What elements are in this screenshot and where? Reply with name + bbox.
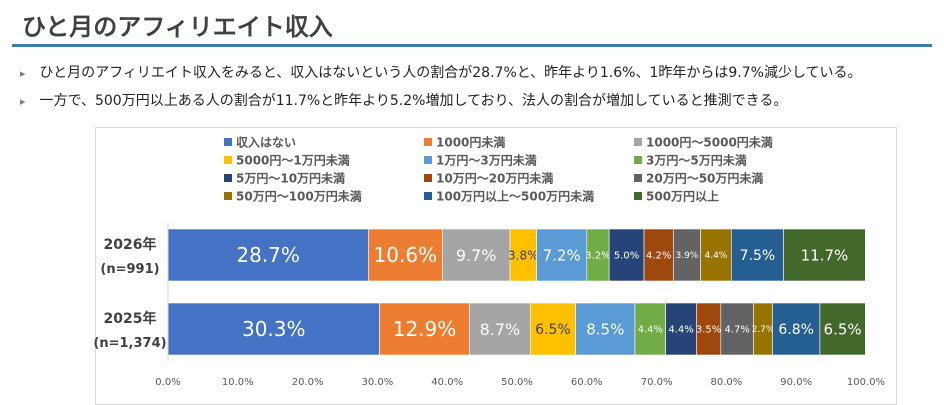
category-sublabel: (n=991)	[100, 262, 159, 277]
bar-segment	[772, 302, 821, 356]
legend-swatch	[424, 174, 432, 182]
bullet-text: ひと月のアフィリエイト収入をみると、収入はないという人の割合が28.7%と、昨年…	[39, 65, 862, 81]
data-label: 3.8%	[508, 248, 539, 262]
legend-swatch	[224, 174, 232, 182]
data-label: 4.4%	[668, 325, 693, 336]
data-label: 7.5%	[740, 248, 776, 264]
legend-label: 100万円以上～500万円未満	[436, 189, 594, 204]
x-tick-label: 70.0%	[641, 377, 673, 388]
bar-segment	[608, 228, 645, 282]
data-label: 3.5%	[696, 325, 721, 336]
data-label: 6.5%	[535, 322, 571, 338]
bullet-item: ▸ 一方で、500万円以上ある人の割合が11.7%と昨年より5.2%増加しており、…	[20, 90, 787, 110]
data-label: 4.2%	[646, 251, 671, 262]
x-tick-label: 40.0%	[431, 377, 463, 388]
legend-label: 5万円～10万円未満	[236, 171, 345, 186]
bar-segment	[167, 228, 369, 282]
bar-segment	[819, 302, 866, 356]
x-tick-label: 90.0%	[780, 377, 812, 388]
x-tick-label: 0.0%	[155, 377, 180, 388]
bullet-text: 一方で、500万円以上ある人の割合が11.7%と昨年より5.2%増加しており、法…	[39, 93, 788, 109]
bar-segment	[643, 228, 674, 282]
bar-segment	[673, 228, 701, 282]
legend-swatch	[634, 192, 642, 200]
data-label: 8.7%	[480, 320, 521, 339]
legend-label: 50万円～100万円未満	[236, 189, 362, 204]
bar-segment	[730, 228, 784, 282]
data-label: 4.4%	[638, 325, 663, 336]
x-tick-label: 60.0%	[571, 377, 603, 388]
page-title: ひと月のアフィリエイト収入	[22, 13, 333, 41]
legend-label: 20万円～50万円未満	[646, 171, 763, 186]
data-label: 28.7%	[236, 243, 300, 267]
data-label: 2.7%	[752, 325, 775, 335]
data-label: 9.7%	[456, 246, 497, 265]
legend-label: 1万円～3万円未満	[436, 153, 537, 168]
legend-swatch	[424, 138, 432, 146]
legend-swatch	[224, 156, 232, 164]
legend-label: 10万円～20万円未満	[436, 171, 553, 186]
x-tick-label: 30.0%	[362, 377, 394, 388]
data-label: 3.9%	[676, 251, 699, 261]
category-label: 2025年	[104, 310, 157, 327]
bar-segment	[509, 228, 537, 282]
bullet-item: ▸ ひと月のアフィリエイト収入をみると、収入はないという人の割合が28.7%と、昨…	[20, 62, 862, 82]
data-label: 4.7%	[725, 325, 750, 336]
category-sublabel: (n=1,374)	[93, 336, 166, 351]
bar-segment	[368, 228, 443, 282]
legend-swatch	[634, 138, 642, 146]
legend-label: 5000円～1万円未満	[236, 153, 350, 168]
bar-segment	[783, 228, 866, 282]
legend-swatch	[224, 138, 232, 146]
bar-segment	[536, 228, 588, 282]
x-tick-label: 100.0%	[847, 377, 885, 388]
title-underline	[12, 44, 932, 47]
x-tick-label: 10.0%	[222, 377, 254, 388]
data-label: 6.8%	[778, 322, 814, 338]
data-label: 5.0%	[614, 251, 639, 262]
bullet-marker-icon: ▸	[20, 67, 26, 80]
x-tick-label: 50.0%	[501, 377, 533, 388]
data-label: 10.6%	[374, 243, 438, 267]
legend-swatch	[634, 174, 642, 182]
bar-segment	[167, 302, 380, 356]
category-label: 2026年	[104, 236, 157, 253]
bar-segment	[442, 228, 511, 282]
data-label: 7.2%	[543, 246, 581, 264]
legend-swatch	[634, 156, 642, 164]
bar-segment	[575, 302, 636, 356]
legend-swatch	[424, 156, 432, 164]
data-label: 30.3%	[242, 317, 306, 341]
data-label: 8.5%	[586, 320, 624, 338]
x-tick-label: 20.0%	[292, 377, 324, 388]
legend-swatch	[424, 192, 432, 200]
data-label: 6.5%	[824, 320, 862, 338]
legend-label: 1000円未満	[436, 135, 505, 150]
data-label: 11.7%	[801, 246, 849, 264]
legend-label: 収入はない	[236, 136, 296, 150]
data-label: 3.2%	[585, 251, 610, 262]
bar-segment	[700, 228, 732, 282]
legend-swatch	[224, 192, 232, 200]
bar-segment	[696, 302, 722, 356]
data-label: 4.4%	[704, 251, 727, 261]
data-label: 12.9%	[393, 317, 457, 341]
x-tick-label: 80.0%	[711, 377, 743, 388]
bar-segment	[529, 302, 576, 356]
legend-label: 500万円以上	[646, 189, 719, 204]
legend-label: 3万円～5万円未満	[646, 153, 747, 168]
legend-label: 1000円～5000円未満	[646, 135, 773, 150]
bullet-marker-icon: ▸	[20, 95, 26, 108]
